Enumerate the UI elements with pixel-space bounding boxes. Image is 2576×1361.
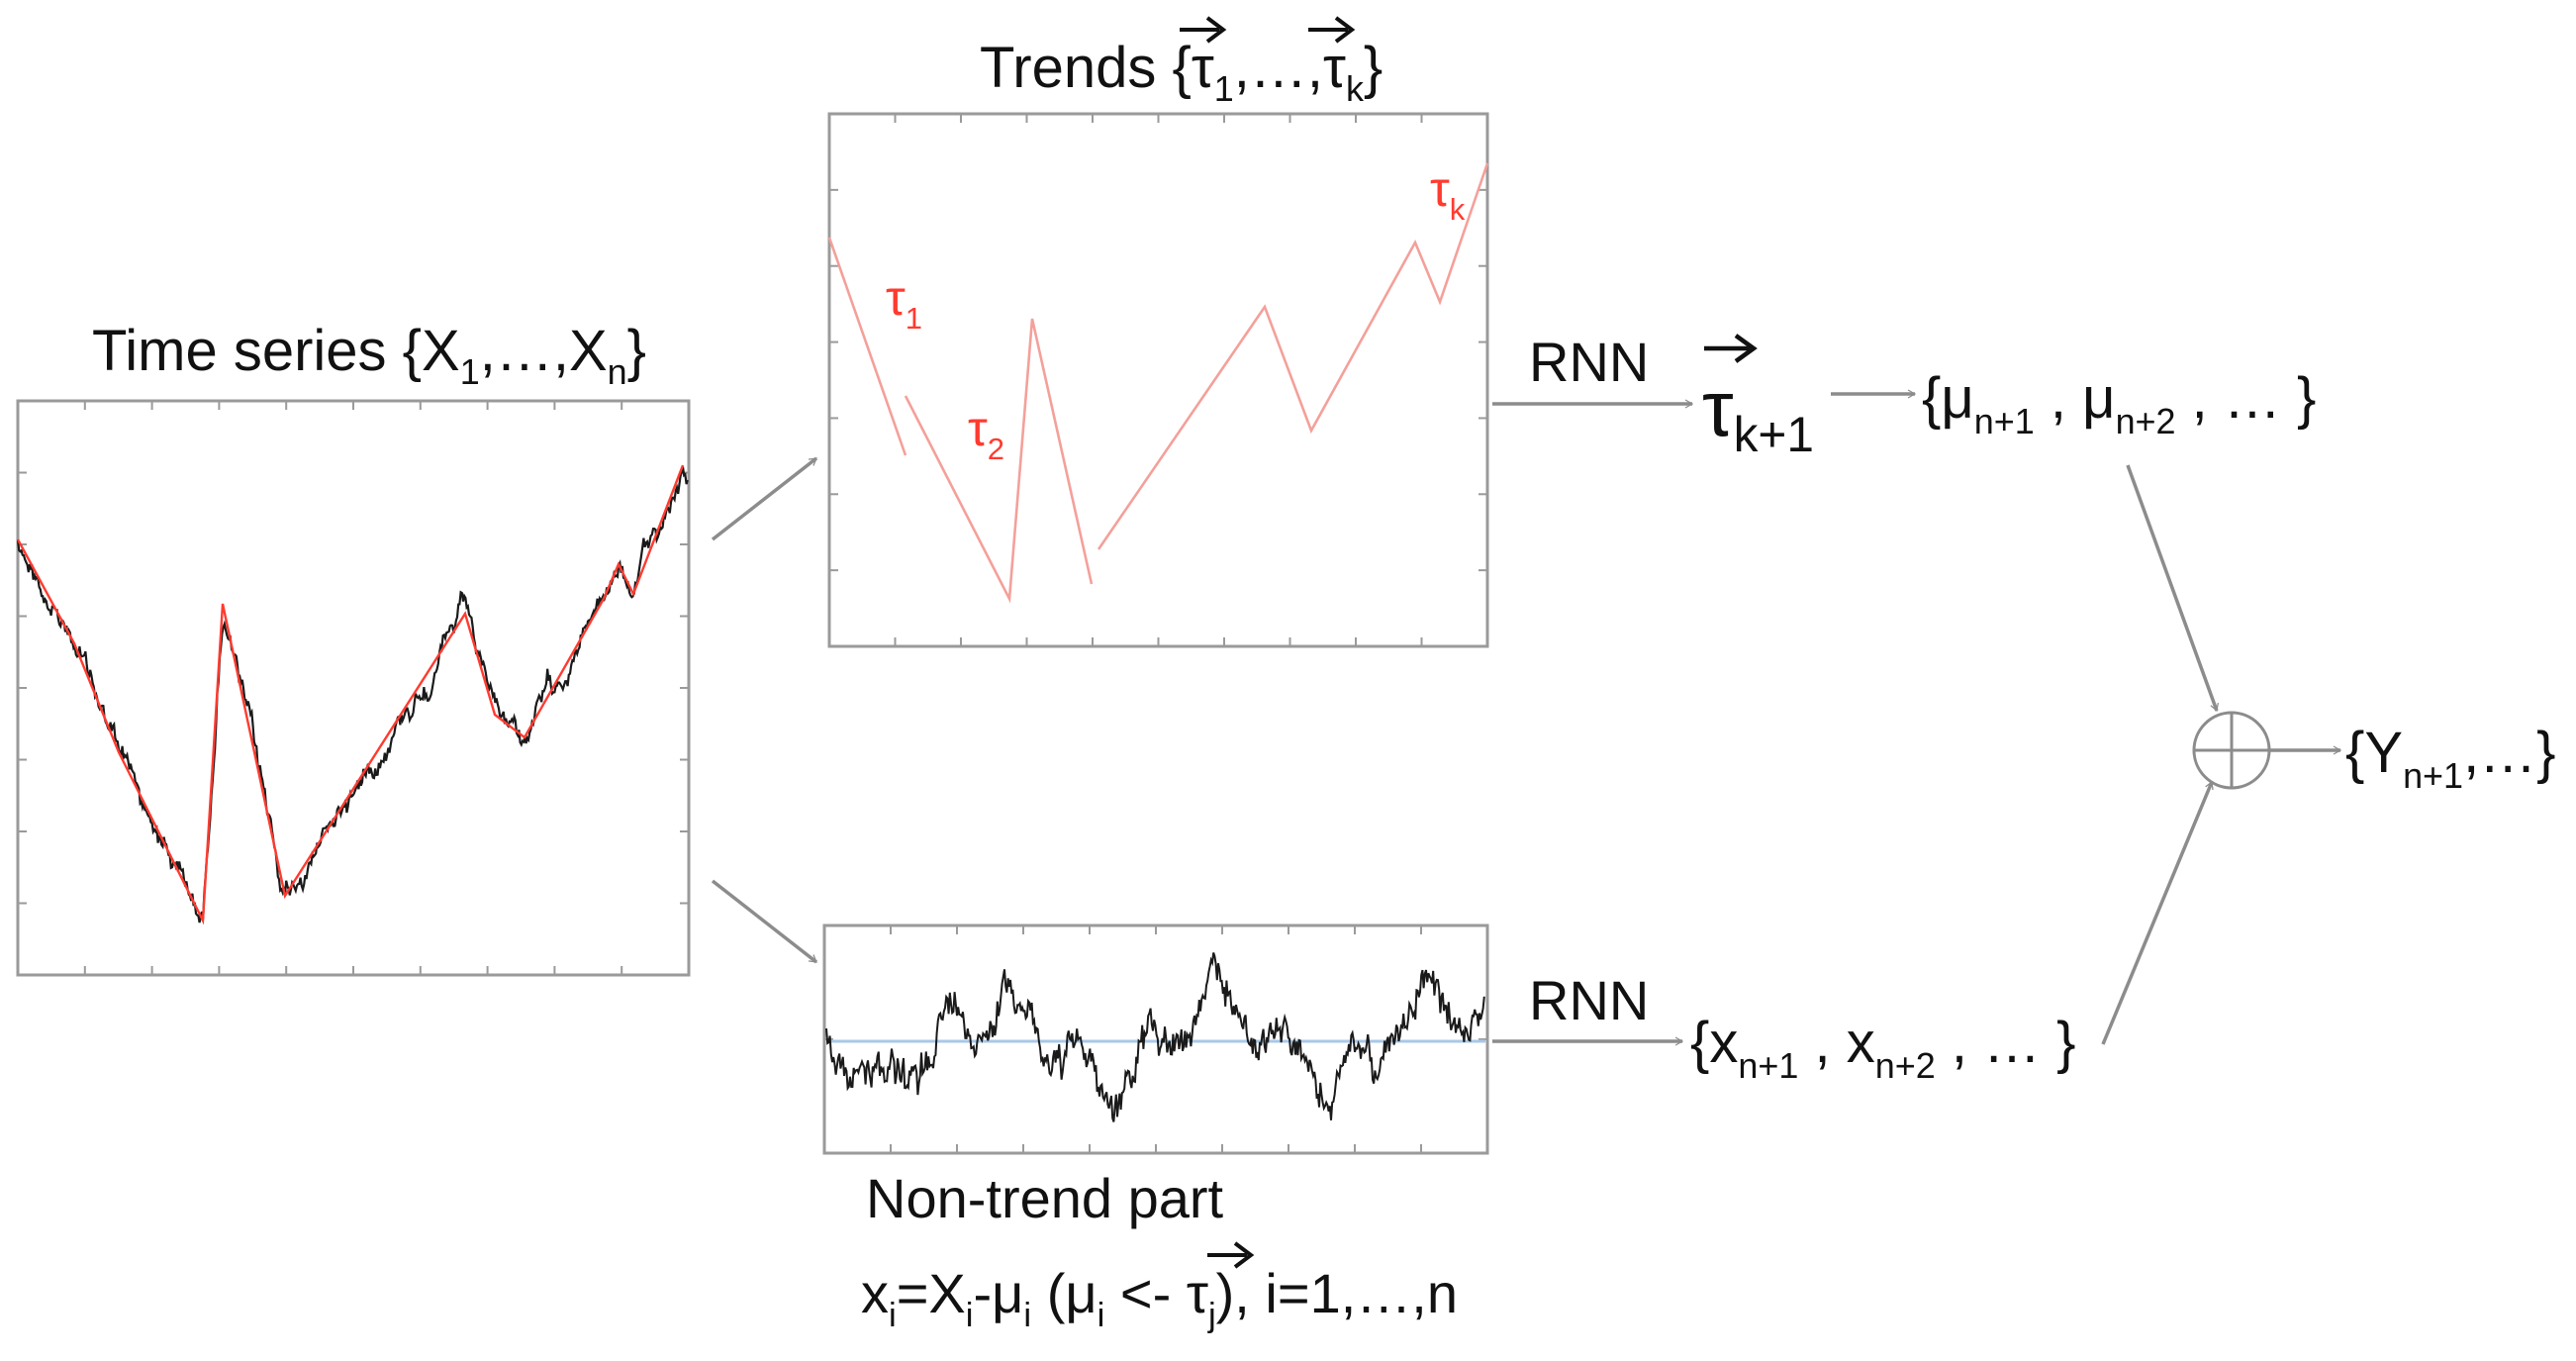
time-series-ticks — [18, 401, 689, 975]
tau-k-plus-1-vector-arrow — [1704, 334, 1758, 363]
time-series-trend-line — [16, 464, 685, 925]
trends-title-vector-arrows — [1180, 16, 1356, 44]
trends-panel: Trends {τ1,…,τk} τ1 τ2 τk — [827, 16, 1489, 648]
trend-segment-2 — [904, 318, 1094, 604]
non-trend-line — [825, 952, 1485, 1122]
time-series-line — [16, 466, 689, 924]
tau-k-plus-1: τk+1 — [1702, 364, 1814, 462]
trends-frame — [827, 112, 1489, 648]
trends-title: Trends {τ1,…,τk} — [980, 36, 1383, 109]
non-trend-title: Non-trend part — [866, 1167, 1224, 1229]
time-series-frame — [16, 399, 691, 977]
rnn-bottom-label: RNN — [1529, 969, 1649, 1031]
non-trend-ticks — [824, 925, 1487, 1153]
output-set: {Yn+1,…} — [2345, 721, 2556, 796]
x-set: {xn+1 , xn+2 , … } — [1690, 1011, 2076, 1086]
time-series-title: Time series {X1,…,Xn} — [92, 319, 646, 392]
non-trend-panel: Non-trend part xi=Xi-μi (μi <- τj), i=1,… — [822, 924, 1489, 1334]
non-trend-frame — [822, 924, 1489, 1155]
tau2-label: τ2 — [968, 401, 1004, 466]
time-series-panel: Time series {X1,…,Xn} — [16, 319, 691, 977]
arrow-mu-to-sum — [2126, 464, 2219, 713]
tauk-label: τk — [1430, 161, 1466, 227]
trend-segment-3 — [1097, 162, 1489, 550]
circle-plus-icon — [2192, 711, 2271, 790]
trend-segment-1 — [827, 237, 907, 456]
rnn-top-label: RNN — [1529, 331, 1649, 393]
mu-set: {μn+1 , μn+2 , … } — [1922, 366, 2316, 441]
arrow-to-non-trend — [711, 879, 818, 964]
arrow-to-trends — [711, 456, 818, 541]
tau1-label: τ1 — [886, 270, 922, 336]
arrow-x-to-sum — [2101, 780, 2214, 1045]
formula-vector-arrow — [1207, 1241, 1255, 1269]
trend-segments — [827, 162, 1489, 604]
non-trend-formula: xi=Xi-μi (μi <- τj), i=1,…,n — [861, 1262, 1458, 1334]
trends-ticks — [829, 114, 1487, 646]
